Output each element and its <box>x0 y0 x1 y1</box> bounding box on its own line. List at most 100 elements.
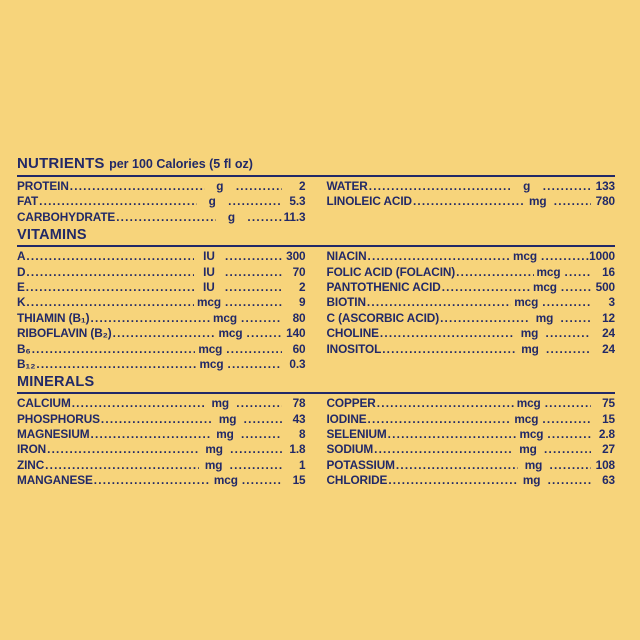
nutrient-row: C (ASCORBIC ACID) mg 12 <box>327 311 616 326</box>
nutrient-row: LINOLEIC ACID mg 780 <box>327 194 616 209</box>
nutrient-unit: mg <box>520 326 539 341</box>
nutrient-value: 1.8 <box>289 442 306 457</box>
nutrient-value: 15 <box>602 411 615 426</box>
dot-leader <box>545 342 591 356</box>
section-vitamins: VITAMINS A IU 300 D IU 70 E IU 2 K mcg 9… <box>17 226 615 372</box>
dot-leader <box>229 458 282 472</box>
nutrient-row: FOLIC ACID (FOLACIN) mcg 16 <box>327 265 616 280</box>
dot-leader <box>35 357 196 371</box>
nutrient-label: ZINC <box>17 457 45 472</box>
nutrient-label: K <box>17 295 26 310</box>
nutrient-label: LINOLEIC ACID <box>326 194 413 209</box>
nutrient-row: CARBOHYDRATE g 11.3 <box>17 210 306 225</box>
nutrient-label: PHOSPHORUS <box>17 411 100 426</box>
dot-leader <box>224 295 282 309</box>
nutrient-value: 8 <box>299 427 306 442</box>
nutrient-unit: mg <box>522 473 541 488</box>
dot-leader <box>367 249 510 263</box>
nutrient-row: WATER g 133 <box>327 179 616 194</box>
nutrient-label: B₆ <box>17 341 31 356</box>
nutrient-label: CARBOHYDRATE <box>17 209 116 224</box>
dot-leader <box>548 458 591 472</box>
dot-leader <box>560 311 591 325</box>
dot-leader <box>224 280 282 294</box>
nutrient-value: 300 <box>286 249 306 264</box>
dot-leader <box>240 311 282 325</box>
nutrient-value: 80 <box>292 310 306 325</box>
dot-leader <box>541 295 591 309</box>
nutrient-row: A IU 300 <box>17 249 306 264</box>
nutrient-label: SELENIUM <box>326 427 387 442</box>
nutrient-label: RIBOFLAVIN (B₂) <box>17 326 112 341</box>
dot-leader <box>564 265 591 279</box>
dot-leader <box>243 412 282 426</box>
dot-leader <box>560 280 591 294</box>
nutrient-label: FOLIC ACID (FOLACIN) <box>326 264 456 279</box>
dot-leader <box>395 458 519 472</box>
dot-leader <box>246 210 281 224</box>
dot-leader <box>240 427 282 441</box>
nutrient-row: MAGNESIUM mg 8 <box>17 427 306 442</box>
nutrient-value: 2 <box>299 279 306 294</box>
nutrient-unit: mg <box>524 457 543 472</box>
nutrient-unit: g <box>523 179 531 193</box>
nutrient-row: D IU 70 <box>17 265 306 280</box>
dot-leader <box>25 280 194 294</box>
nutrient-unit: mg <box>535 310 554 325</box>
nutrient-row: IODINE mcg 15 <box>327 412 616 427</box>
dot-leader <box>90 427 210 441</box>
nutrient-label: CHLORIDE <box>326 473 388 488</box>
nutrient-row: NIACIN mcg 1000 <box>327 249 616 264</box>
nutrient-row: CHOLINE mg 24 <box>327 326 616 341</box>
vitamins-left-column: A IU 300 D IU 70 E IU 2 K mcg 9 THIAMIN … <box>17 249 306 372</box>
minerals-left-column: CALCIUM mg 78 PHOSPHORUS mg 43 MAGNESIUM… <box>17 396 306 488</box>
nutrient-label: CALCIUM <box>17 396 71 411</box>
dot-leader <box>367 412 512 426</box>
dot-leader <box>547 473 591 487</box>
section-nutrients: PROTEIN g 2 FAT g 5.3 CARBOHYDRATE g 11.… <box>17 177 615 225</box>
nutrient-label: E <box>17 279 25 294</box>
nutrient-row: PHOSPHORUS mg 43 <box>17 412 306 427</box>
dot-leader <box>25 295 194 309</box>
nutrient-unit: mg <box>528 194 547 209</box>
nutrient-unit: mg <box>204 457 223 472</box>
nutrient-value: 78 <box>292 396 306 411</box>
nutrient-label: MAGNESIUM <box>17 427 90 442</box>
dot-leader <box>25 249 194 263</box>
nutrient-row: CALCIUM mg 78 <box>17 396 306 411</box>
nutrient-unit: mcg <box>198 341 223 356</box>
dot-leader <box>381 342 515 356</box>
nutrient-value: 780 <box>595 194 615 209</box>
nutrient-value: 1000 <box>589 249 615 264</box>
dot-leader <box>224 249 282 263</box>
nutrient-unit: mcg <box>213 473 238 488</box>
dot-leader <box>112 326 216 340</box>
dot-leader <box>38 194 197 208</box>
nutrient-label: BIOTIN <box>326 295 366 310</box>
dot-leader <box>235 396 281 410</box>
dot-leader <box>100 412 213 426</box>
minerals-right-column: COPPER mcg 75 IODINE mcg 15 SELENIUM mcg… <box>327 396 616 488</box>
nutrient-unit: mg <box>218 411 237 426</box>
nutrient-row: BIOTIN mcg 3 <box>327 295 616 310</box>
dot-leader <box>544 326 591 340</box>
dot-leader <box>225 342 281 356</box>
dot-leader <box>246 326 282 340</box>
dot-leader <box>379 326 515 340</box>
panel-title-main: NUTRIENTS <box>17 155 105 172</box>
nutrient-row: THIAMIN (B₁) mcg 80 <box>17 311 306 326</box>
nutrient-row: SELENIUM mcg 2.8 <box>327 427 616 442</box>
nutrient-unit: mg <box>216 427 234 442</box>
dot-leader <box>368 179 512 193</box>
nutrient-unit: g <box>208 194 216 209</box>
nutrient-row: RIBOFLAVIN (B₂) mcg 140 <box>17 326 306 341</box>
nutrient-unit: g <box>216 179 224 193</box>
nutrient-row: POTASSIUM mg 108 <box>327 458 616 473</box>
panel-title: NUTRIENTS per 100 Calories (5 fl oz) <box>17 156 615 177</box>
nutrient-unit: mcg <box>513 249 537 264</box>
dot-leader <box>226 357 281 371</box>
nutrient-value: 2.8 <box>598 427 616 442</box>
nutrient-unit: mg <box>521 341 539 356</box>
nutrient-label: POTASSIUM <box>326 457 395 472</box>
